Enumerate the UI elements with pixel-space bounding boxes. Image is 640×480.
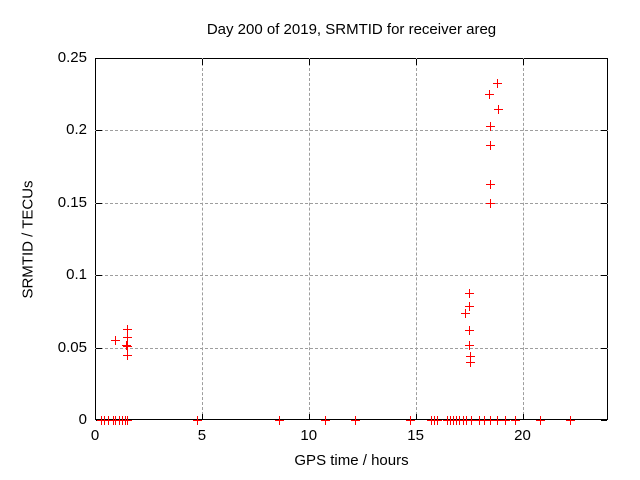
y-tick-label-0.2: 0.2	[66, 121, 87, 139]
data-point	[535, 416, 545, 425]
data-point	[486, 198, 496, 208]
data-point	[350, 416, 360, 425]
data-point	[493, 104, 503, 114]
x-tick-label-10: 10	[300, 427, 318, 444]
gridline-y-0.15	[95, 202, 608, 204]
x-tick-bottom-20	[522, 414, 524, 420]
data-point	[465, 288, 475, 298]
x-tick-label-0: 0	[90, 427, 100, 444]
data-point	[511, 416, 521, 425]
x-tick-bottom-5	[201, 414, 203, 420]
gridline-x-20	[522, 58, 524, 420]
y-tick-left-0.1	[96, 275, 102, 277]
data-point	[486, 179, 496, 189]
data-point	[465, 301, 475, 311]
x-tick-top-0	[95, 59, 96, 65]
data-point	[123, 350, 133, 360]
x-axis-label: GPS time / hours	[294, 452, 409, 469]
data-point	[320, 416, 330, 425]
data-point	[460, 308, 470, 318]
x-tick-label-5: 5	[197, 427, 207, 444]
y-tick-label-0.15: 0.15	[57, 193, 87, 211]
y-tick-left-0.15	[96, 202, 102, 204]
data-point	[123, 324, 133, 334]
x-tick-bottom-10	[308, 414, 310, 420]
gridline-x-5	[201, 58, 203, 420]
y-tick-right-0	[601, 420, 607, 421]
data-point	[474, 416, 484, 425]
data-point	[274, 416, 284, 425]
data-point	[485, 90, 495, 100]
y-tick-right-0.15	[601, 202, 607, 204]
y-tick-label-0.1: 0.1	[66, 266, 87, 284]
gridline-y-0.05	[95, 347, 608, 349]
data-point	[123, 416, 133, 425]
y-tick-label-0: 0	[78, 411, 87, 428]
data-point	[486, 122, 496, 132]
y-tick-label-0.25: 0.25	[57, 49, 87, 66]
data-point	[433, 416, 442, 425]
y-tick-right-0.05	[601, 347, 607, 349]
data-point	[492, 416, 502, 425]
data-point	[103, 416, 113, 425]
data-point	[492, 78, 502, 88]
chart-title: Day 200 of 2019, SRMTID for receiver are…	[206, 21, 497, 38]
plot-area	[95, 58, 608, 420]
y-tick-left-0.05	[96, 347, 102, 349]
data-point	[501, 416, 511, 425]
x-tick-top-20	[522, 59, 524, 65]
x-tick-top-15	[415, 59, 417, 65]
gridline-x-10	[308, 58, 310, 420]
data-point	[467, 416, 477, 425]
data-point	[486, 140, 496, 150]
data-point	[192, 416, 202, 425]
y-axis-label: SRMTID / TECUs	[19, 180, 37, 299]
data-point	[480, 416, 490, 425]
x-tick-top-10	[308, 59, 310, 65]
y-tick-left-0.2	[96, 130, 102, 132]
data-point	[565, 416, 575, 425]
data-point	[121, 340, 131, 350]
data-point	[465, 340, 475, 350]
data-point	[465, 326, 475, 336]
x-tick-bottom-0	[95, 414, 96, 420]
x-tick-top-5	[201, 59, 203, 65]
y-tick-left-0.25	[96, 58, 102, 59]
data-point	[111, 336, 121, 346]
gridline-y-0.1	[95, 275, 608, 277]
data-point	[466, 358, 476, 368]
y-tick-right-0.25	[601, 58, 607, 59]
data-point	[486, 416, 496, 425]
data-point	[123, 342, 133, 352]
data-point	[466, 352, 476, 362]
data-point	[461, 416, 471, 425]
y-tick-label-0.05: 0.05	[57, 338, 87, 356]
x-tick-label-20: 20	[514, 427, 531, 444]
y-tick-right-0.1	[601, 275, 607, 277]
data-point	[406, 416, 416, 425]
x-tick-bottom-15	[415, 414, 417, 420]
data-point	[123, 333, 133, 343]
gridline-x-15	[415, 58, 417, 420]
gridline-y-0.2	[95, 130, 608, 132]
y-tick-right-0.2	[601, 130, 607, 132]
x-tick-label-15: 15	[407, 427, 424, 444]
